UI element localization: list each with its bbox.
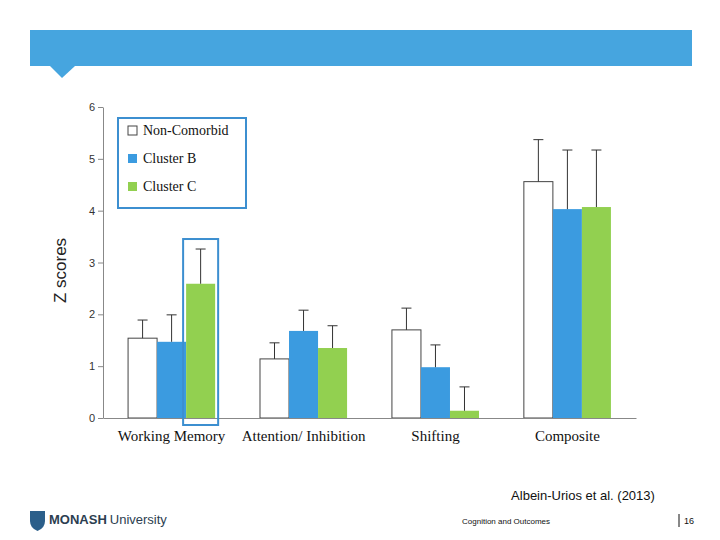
error-bar (591, 150, 601, 207)
banner-tip (50, 66, 75, 78)
error-bar (533, 140, 543, 182)
logo: MONASHUniversity (49, 512, 167, 527)
x-tick-label: Shifting (411, 428, 460, 444)
bar (450, 411, 479, 418)
y-tick-label: 5 (89, 153, 95, 165)
y-tick-mark (98, 366, 103, 367)
y-axis-title: Z scores (51, 238, 70, 303)
y-tick: 0 (89, 412, 103, 424)
y-tick: 6 (89, 101, 103, 113)
y-tick: 3 (89, 257, 103, 269)
y-tick-label: 3 (89, 257, 95, 269)
logo-text: University (110, 512, 168, 527)
legend-swatch (128, 126, 137, 135)
y-axis: 0 1 2 3 4 5 6 (89, 101, 104, 424)
x-tick: Shifting (411, 418, 460, 444)
legend-swatch (128, 154, 137, 163)
y-tick-mark (98, 159, 103, 160)
error-bar (459, 387, 469, 411)
series (157, 150, 582, 418)
legend-box (118, 118, 246, 208)
y-tick-label: 4 (89, 205, 95, 217)
error-bar (270, 343, 280, 359)
y-axis-line (103, 108, 104, 419)
legend-swatch (128, 182, 137, 191)
y-tick-mark (98, 107, 103, 108)
error-bar (430, 345, 440, 367)
y-tick-label: 6 (89, 101, 95, 113)
bar (186, 284, 215, 418)
error-bar (196, 249, 206, 284)
series (128, 140, 553, 418)
y-tick-mark (98, 418, 103, 419)
x-tick-label: Working Memory (118, 428, 226, 444)
legend-label: Cluster C (143, 179, 196, 194)
logo-shield (30, 511, 45, 531)
error-bar (138, 320, 148, 338)
y-tick-mark (98, 211, 103, 212)
series (186, 150, 611, 418)
plot-area (128, 140, 611, 418)
y-tick-label: 0 (89, 412, 95, 424)
x-tick: Composite (535, 418, 600, 444)
error-bar (167, 315, 177, 342)
page-number: 16 (684, 516, 694, 526)
citation: Albein-Urios et al. (2013) (511, 488, 655, 503)
legend-label: Cluster B (143, 151, 196, 166)
x-tick: Working Memory (118, 418, 226, 444)
bar (260, 359, 289, 418)
bar (421, 367, 450, 418)
y-tick: 5 (89, 153, 103, 165)
x-tick-label: Attention/ Inhibition (242, 428, 366, 444)
error-bar (328, 326, 338, 348)
bar (553, 209, 582, 418)
bar (582, 207, 611, 418)
y-tick: 2 (89, 308, 103, 320)
y-tick-label: 2 (89, 308, 95, 320)
error-bar (401, 308, 411, 330)
banner (30, 30, 692, 66)
legend-label: Non-Comorbid (143, 123, 229, 138)
bar (524, 182, 553, 418)
legend: Non-Comorbid Cluster B Cluster C (118, 118, 246, 208)
error-bar (299, 310, 309, 331)
logo-bold: MONASH (49, 512, 107, 527)
y-tick: 4 (89, 205, 103, 217)
slide: 0 1 2 3 4 5 6 Z scores Working Memory Attention/ … (0, 0, 720, 540)
bar (392, 330, 421, 418)
y-tick-mark (98, 314, 103, 315)
bar (157, 342, 186, 418)
y-tick: 1 (89, 360, 103, 372)
page-divider (679, 514, 680, 527)
bar (289, 331, 318, 418)
error-bar (562, 150, 572, 209)
highlight-box (183, 239, 218, 425)
bar (128, 338, 157, 418)
x-tick: Attention/ Inhibition (242, 418, 366, 444)
x-tick-label: Composite (535, 428, 600, 444)
y-tick-label: 1 (89, 360, 95, 372)
bar (318, 348, 347, 418)
section-label: Cognition and Outcomes (462, 517, 550, 526)
y-tick-mark (98, 263, 103, 264)
